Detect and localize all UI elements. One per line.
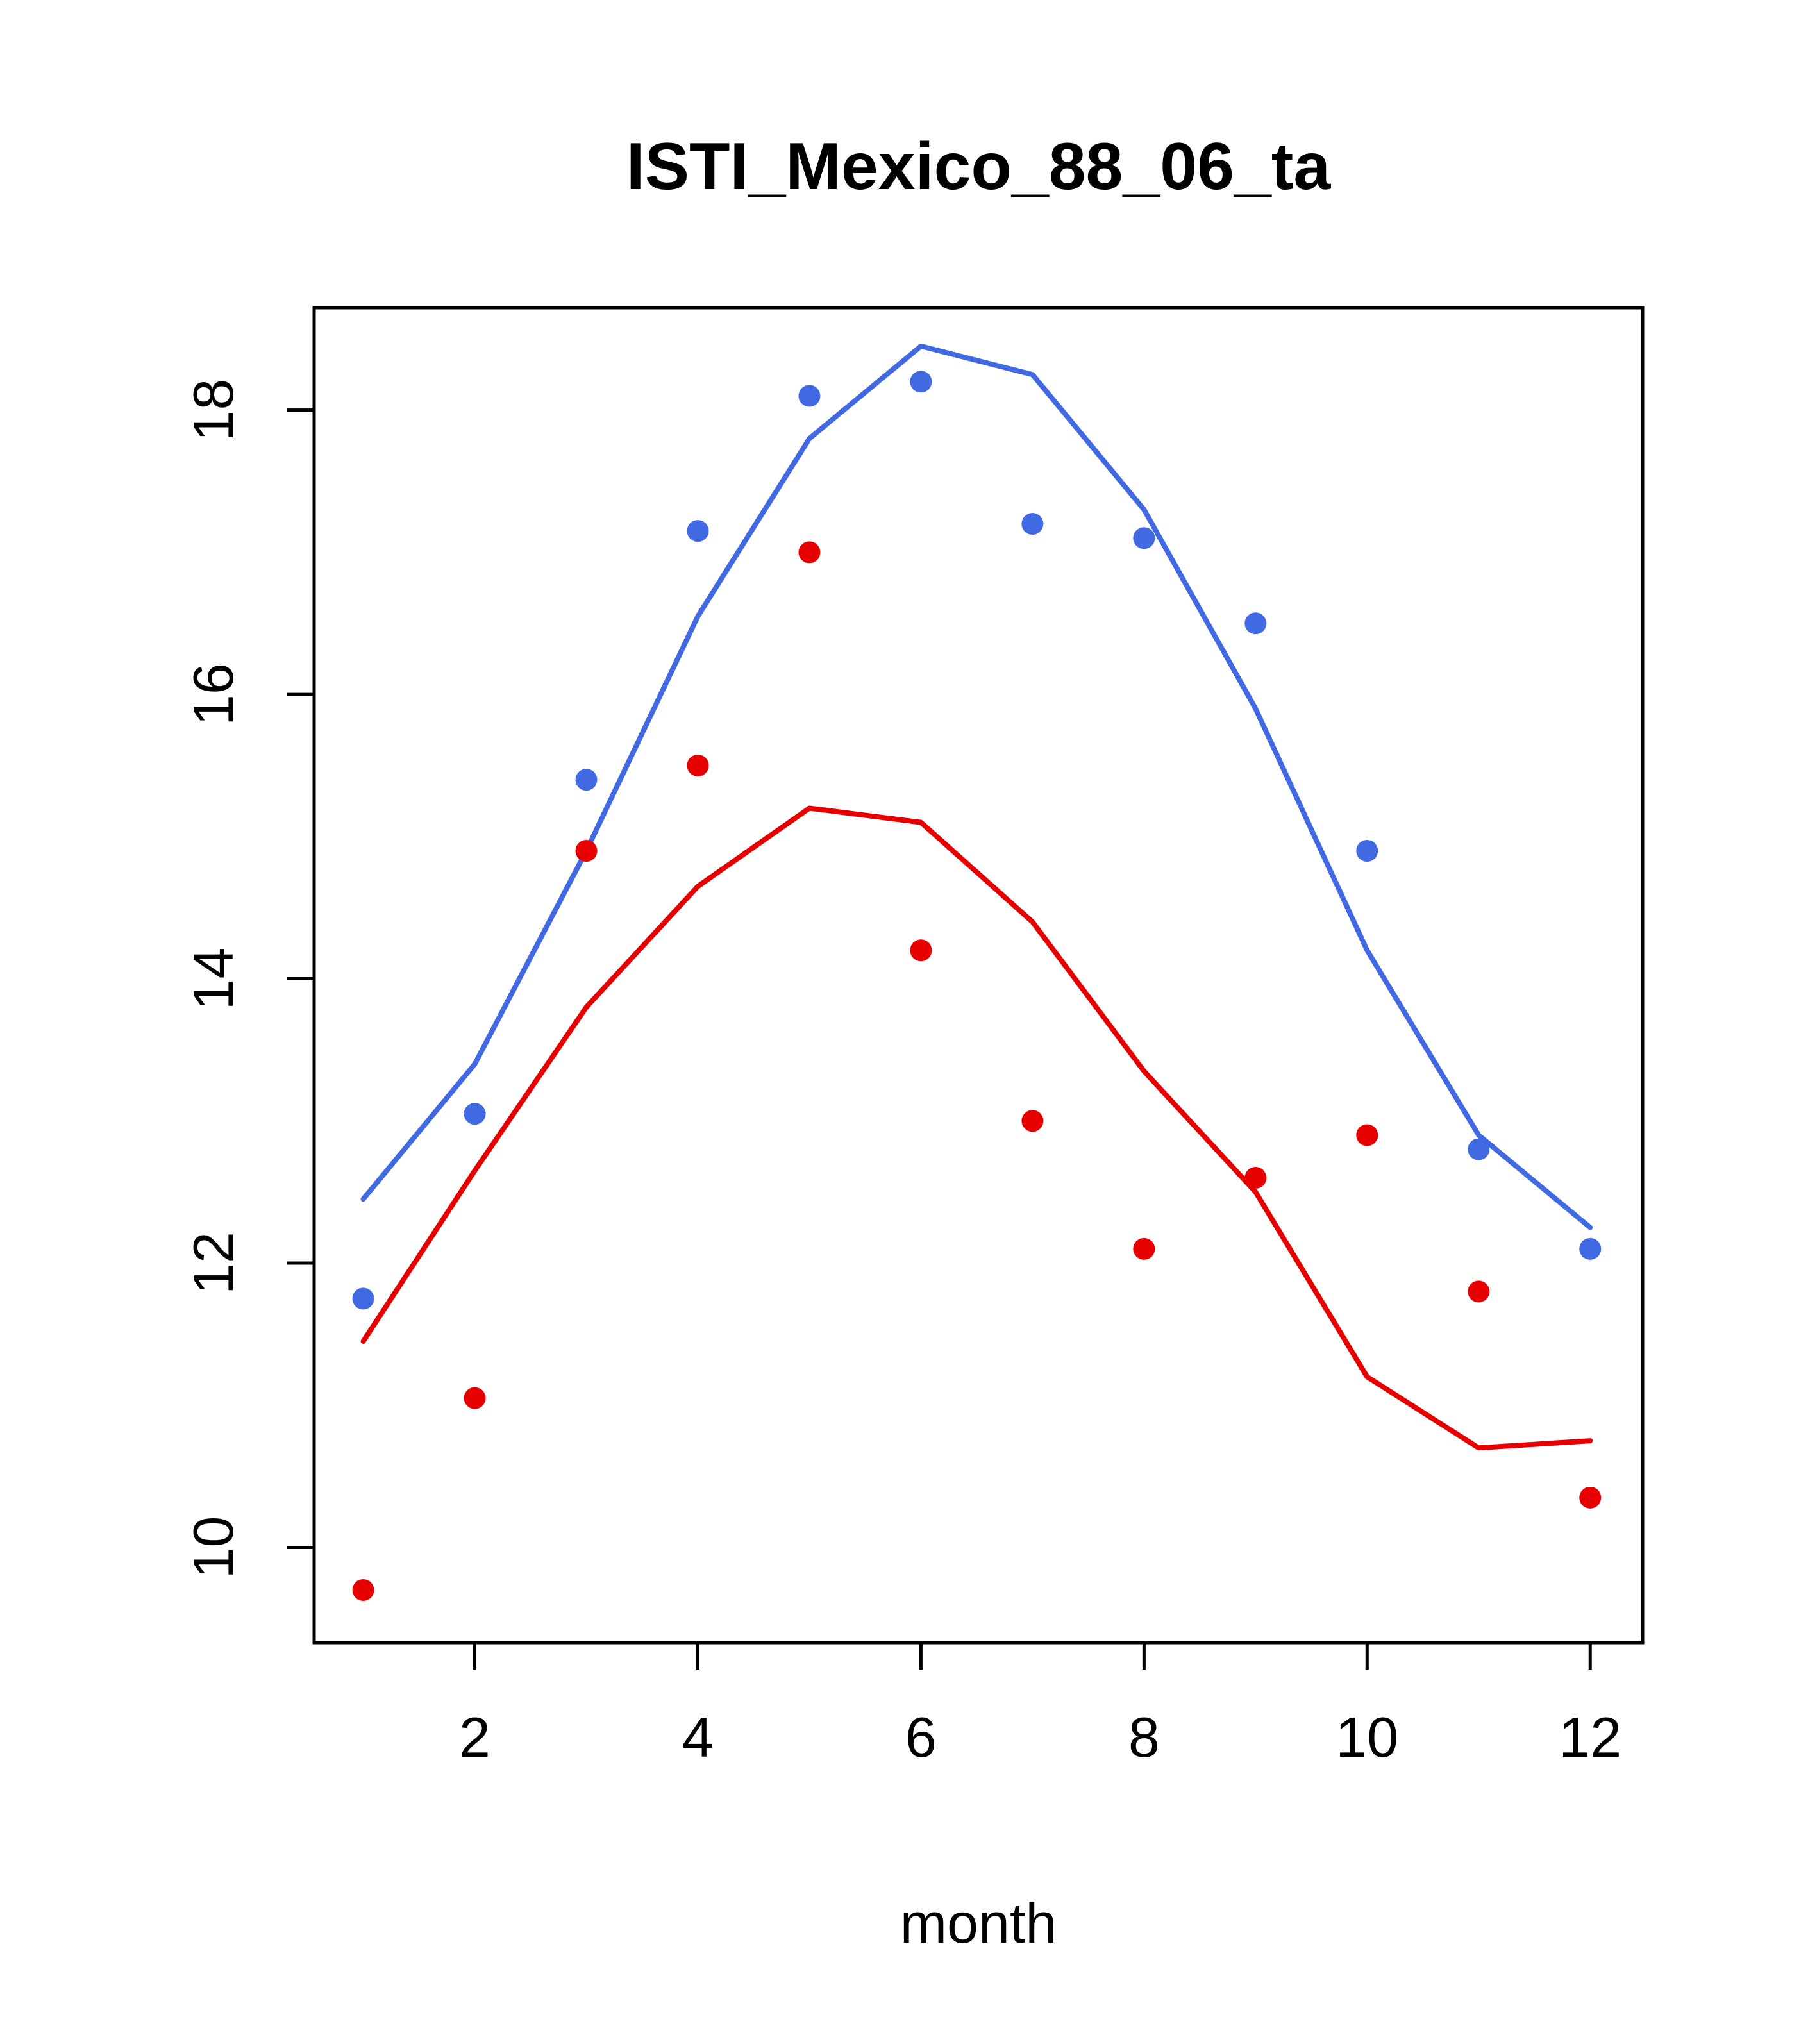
chart-title: ISTI_Mexico_88_06_ta (626, 130, 1332, 204)
x-tick-label: 8 (1128, 1705, 1160, 1769)
blue-points-marker (1579, 1237, 1602, 1260)
y-tick-label: 18 (181, 379, 245, 442)
x-tick-label: 6 (905, 1705, 937, 1769)
x-tick-label: 2 (459, 1705, 490, 1769)
y-tick-label: 14 (181, 948, 245, 1010)
x-tick-label: 4 (682, 1705, 714, 1769)
blue-points-marker (910, 371, 932, 393)
red-points-marker (1579, 1486, 1602, 1509)
blue-points-marker (1244, 612, 1267, 635)
y-tick-label: 12 (181, 1232, 245, 1294)
blue-points-marker (1468, 1138, 1490, 1160)
blue-points-marker (1133, 527, 1155, 549)
blue-points-marker (1021, 513, 1044, 535)
x-tick-label: 12 (1559, 1705, 1621, 1769)
red-line (360, 805, 1593, 1451)
blue-points-marker (464, 1103, 486, 1125)
red-points-marker (798, 541, 821, 564)
red-points-marker (1133, 1237, 1155, 1260)
red-points-marker (1468, 1280, 1490, 1303)
red-points-marker (1356, 1124, 1378, 1146)
red-points-marker (352, 1579, 374, 1601)
red-points-marker (464, 1387, 486, 1409)
y-tick-label: 16 (181, 663, 245, 726)
blue-points-marker (798, 385, 821, 407)
plot-area: 2 4 6 8 10 12 10 12 14 16 18 (181, 306, 1645, 1769)
plot-border (312, 306, 1645, 1645)
red-points-marker (1021, 1110, 1044, 1132)
blue-points-marker (1356, 839, 1378, 862)
red-points-marker (687, 754, 709, 776)
x-tick-label: 10 (1336, 1705, 1398, 1769)
x-axis-label: month (900, 1891, 1057, 1955)
red-points-marker (910, 939, 932, 962)
blue-points-marker (575, 769, 598, 791)
blue-points-marker (687, 520, 709, 542)
blue-points-marker (352, 1287, 374, 1310)
red-points-marker (575, 839, 598, 862)
y-tick-label: 10 (181, 1516, 245, 1579)
blue-line (360, 343, 1593, 1230)
